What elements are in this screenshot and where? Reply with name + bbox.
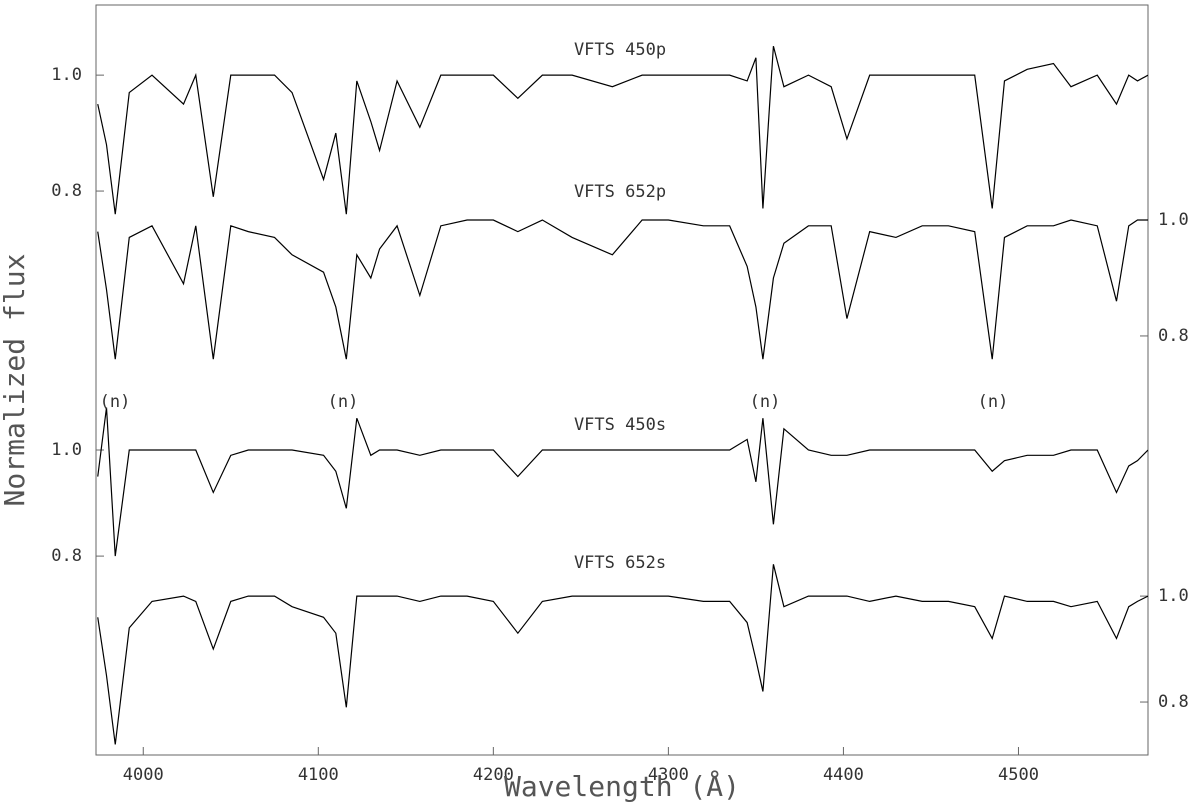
series-label: VFTS 652s — [574, 553, 666, 573]
annotation: (n) — [100, 392, 131, 412]
y-tick-label: 0.8 — [51, 546, 82, 566]
x-tick-label: 4500 — [998, 765, 1039, 785]
spectrum-line — [97, 219, 1148, 360]
y2-tick-label: 0.8 — [1158, 326, 1189, 346]
annotation: (n) — [750, 392, 781, 412]
x-tick-label: 4200 — [473, 765, 514, 785]
y2-tick-label: 1.0 — [1158, 586, 1189, 606]
annotation: (n) — [328, 392, 359, 412]
series-label: VFTS 652p — [574, 182, 666, 202]
y-tick-label: 1.0 — [51, 440, 82, 460]
y-tick-label: 1.0 — [51, 65, 82, 85]
x-tick-label: 4000 — [123, 765, 164, 785]
plot-frame — [95, 4, 1149, 756]
spectrum-line — [97, 407, 1148, 557]
x-tick-label: 4100 — [298, 765, 339, 785]
series-label: VFTS 450s — [574, 415, 666, 435]
y-tick-label: 0.8 — [51, 181, 82, 201]
y-axis-title: Normalized flux — [0, 254, 31, 507]
series-label: VFTS 450p — [574, 40, 666, 60]
y2-tick-label: 1.0 — [1158, 210, 1189, 230]
x-axis-title: Wavelength (Å) — [504, 769, 740, 803]
annotation: (n) — [978, 392, 1009, 412]
spectrum-line — [97, 45, 1148, 215]
spectrum-line — [97, 564, 1148, 745]
y2-tick-label: 0.8 — [1158, 692, 1189, 712]
x-tick-label: 4300 — [648, 765, 689, 785]
x-tick-label: 4400 — [823, 765, 864, 785]
